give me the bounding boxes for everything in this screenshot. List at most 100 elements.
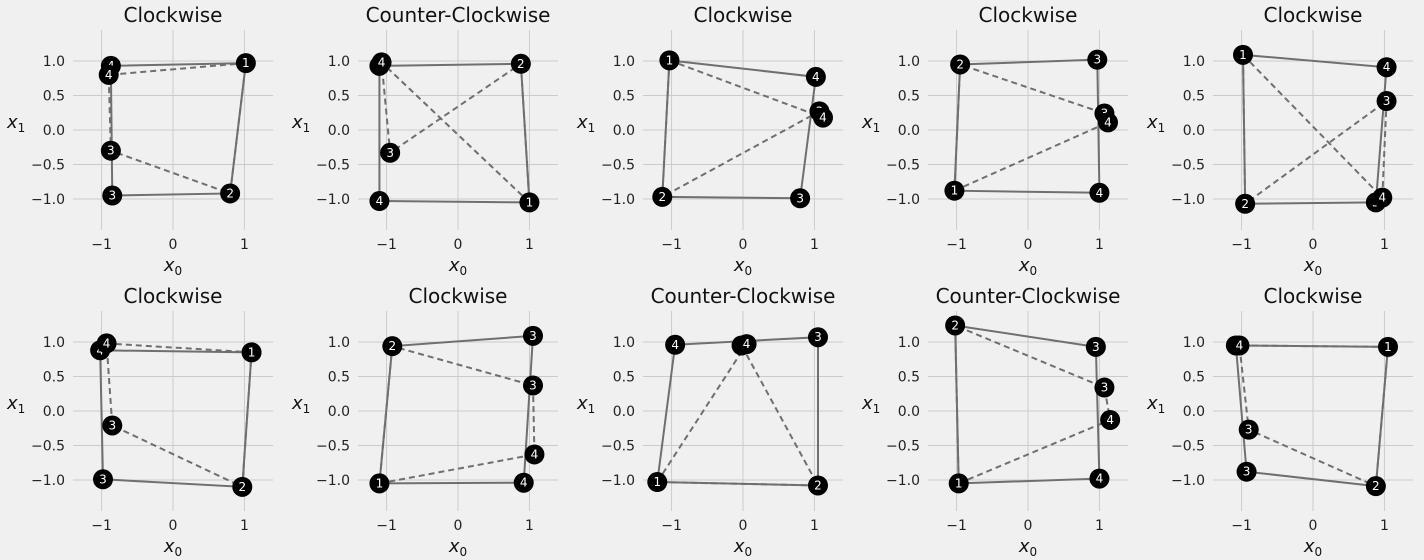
corner-label: 3 bbox=[108, 418, 116, 432]
corner-label: 3 bbox=[1092, 340, 1100, 354]
y-tick-label: 0.5 bbox=[898, 370, 920, 386]
subplot-title: Counter-Clockwise bbox=[651, 284, 836, 308]
corner-label: 4 bbox=[819, 111, 827, 125]
corner-label: 2 bbox=[388, 339, 396, 353]
corner-label: 4 bbox=[1383, 60, 1391, 74]
corner-point bbox=[102, 185, 123, 206]
x-tick-label: −1 bbox=[91, 518, 112, 534]
corner-label: 3 bbox=[796, 191, 804, 205]
y-tick-label: −0.5 bbox=[886, 438, 920, 454]
corner-point bbox=[805, 66, 826, 87]
x-tick-label: 1 bbox=[810, 518, 819, 534]
y-tick-label: 0.0 bbox=[613, 404, 635, 420]
dashed-square bbox=[655, 342, 820, 487]
y-tick-label: −0.5 bbox=[886, 157, 920, 173]
corner-label: 1 bbox=[666, 53, 674, 67]
corner-label: 2 bbox=[1241, 197, 1249, 211]
corner-label: 1 bbox=[955, 476, 963, 490]
solid-square bbox=[954, 324, 1101, 485]
x-axis-label: x0 bbox=[1018, 255, 1037, 278]
corner-point bbox=[1238, 419, 1259, 440]
y-axis-label: x1 bbox=[291, 393, 310, 416]
subplot-title: Clockwise bbox=[124, 3, 223, 27]
y-tick-label: 1.0 bbox=[1183, 335, 1205, 351]
corner-point bbox=[102, 415, 123, 436]
corner-point bbox=[369, 191, 390, 212]
y-tick-label: 1.0 bbox=[613, 54, 635, 70]
y-axis-label: x1 bbox=[1146, 112, 1165, 135]
y-tick-label: −1.0 bbox=[601, 192, 635, 208]
corner-point bbox=[813, 107, 833, 128]
subplot-8: −1 0 1 1.0 0.5 0.0 −0.5 −1.0 Counter-Clockwise x0… bbox=[576, 284, 843, 559]
x-tick-label: 0 bbox=[1309, 237, 1318, 253]
x-tick-label: −1 bbox=[376, 518, 397, 534]
corner-point bbox=[232, 476, 253, 497]
dashed-square bbox=[107, 62, 247, 195]
y-tick-label: 0.0 bbox=[613, 123, 635, 139]
dashed-square bbox=[378, 344, 536, 485]
x-tick-label: 1 bbox=[1380, 237, 1389, 253]
x-tick-label: 0 bbox=[454, 237, 463, 253]
corner-label: 4 bbox=[520, 476, 528, 490]
y-tick-label: −1.0 bbox=[886, 473, 920, 489]
corner-point bbox=[510, 53, 531, 74]
y-tick-label: 0.0 bbox=[1183, 404, 1205, 420]
x-axis-label: x0 bbox=[733, 536, 752, 559]
corner-point bbox=[241, 342, 262, 363]
corner-point bbox=[369, 473, 390, 494]
corner-point bbox=[1372, 187, 1393, 208]
x-tick-label: 1 bbox=[1095, 237, 1104, 253]
x-tick-label: 1 bbox=[1380, 518, 1389, 534]
corner-point bbox=[948, 473, 969, 494]
corner-label: 3 bbox=[386, 146, 394, 160]
corner-point bbox=[1085, 336, 1106, 357]
y-tick-label: 1.0 bbox=[328, 335, 350, 351]
corner-point bbox=[647, 472, 668, 493]
subplot-title: Clockwise bbox=[979, 3, 1078, 27]
subplot-title: Clockwise bbox=[409, 284, 508, 308]
x-tick-label: −1 bbox=[946, 518, 967, 534]
x-axis-label: x0 bbox=[1303, 255, 1322, 278]
x-tick-label: −1 bbox=[946, 237, 967, 253]
x-tick-label: −1 bbox=[661, 237, 682, 253]
corner-point bbox=[1094, 377, 1115, 398]
corner-label: 3 bbox=[814, 330, 822, 344]
corner-label: 1 bbox=[951, 184, 959, 198]
corner-label: 3 bbox=[1245, 423, 1253, 437]
x-tick-label: 1 bbox=[1095, 518, 1104, 534]
y-tick-label: 1.0 bbox=[613, 335, 635, 351]
corner-label: 4 bbox=[812, 70, 820, 84]
y-tick-label: −0.5 bbox=[316, 157, 350, 173]
corner-point bbox=[790, 188, 811, 209]
y-tick-label: 1.0 bbox=[328, 54, 350, 70]
y-tick-label: 0.0 bbox=[43, 123, 65, 139]
x-axis-label: x0 bbox=[448, 536, 467, 559]
x-tick-label: 0 bbox=[1024, 237, 1033, 253]
x-axis-label: x0 bbox=[1018, 536, 1037, 559]
y-axis-label: x1 bbox=[576, 393, 595, 416]
corner-point bbox=[1229, 335, 1250, 356]
corner-point bbox=[1236, 461, 1257, 482]
x-tick-label: −1 bbox=[376, 237, 397, 253]
corner-point bbox=[1376, 91, 1397, 112]
y-tick-label: 0.5 bbox=[613, 370, 635, 386]
corner-label: 4 bbox=[531, 447, 539, 461]
corner-point bbox=[524, 444, 545, 465]
corner-point bbox=[513, 472, 534, 493]
corner-point bbox=[100, 140, 121, 161]
y-tick-label: 0.5 bbox=[328, 370, 350, 386]
solid-square bbox=[661, 59, 817, 200]
y-axis-label: x1 bbox=[6, 393, 25, 416]
corner-label: 3 bbox=[529, 329, 537, 343]
corner-point bbox=[1233, 44, 1253, 65]
corner-label: 4 bbox=[1236, 338, 1244, 352]
y-tick-label: 0.5 bbox=[1183, 89, 1205, 105]
solid-square bbox=[1234, 344, 1390, 488]
y-tick-label: −0.5 bbox=[316, 438, 350, 454]
corner-label: 3 bbox=[1383, 94, 1391, 108]
y-tick-label: 0.5 bbox=[43, 370, 65, 386]
y-tick-label: −1.0 bbox=[31, 473, 65, 489]
